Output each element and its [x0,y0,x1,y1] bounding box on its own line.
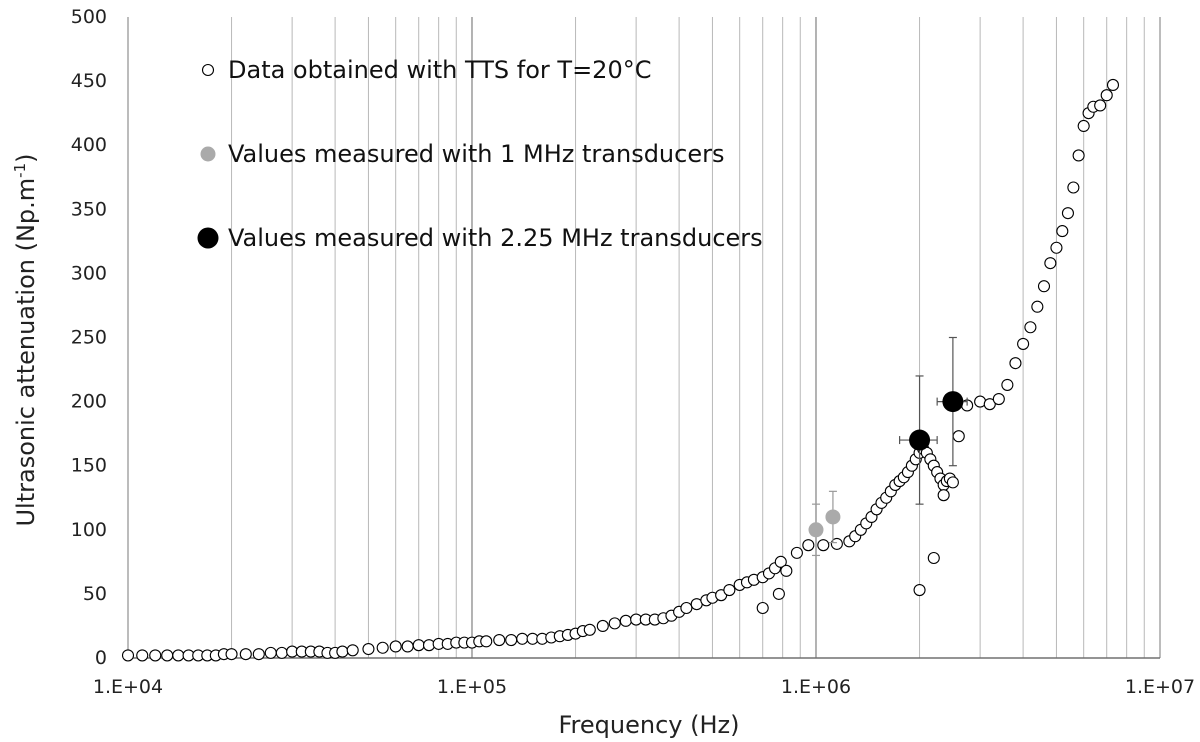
data-points [121,78,1120,662]
tts-data-point [952,430,965,443]
tts-data-point [136,649,149,662]
legend-label: Data obtained with TTS for T=20°C [228,56,651,84]
one-mhz-data-point [825,509,841,525]
tts-data-point [412,639,425,652]
tts-data-point [264,646,277,659]
y-axis-title-main: Ultrasonic attenuation (Np.m [12,178,40,527]
tts-data-point [480,635,493,648]
y-tick-label: 200 [71,391,107,413]
tts-data-point [596,619,609,633]
tts-data-point [401,640,414,653]
tts-data-point [723,584,736,597]
y-tick-label: 300 [71,262,107,284]
x-tick-label: 1.E+05 [437,676,507,698]
x-tick-label: 1.E+07 [1125,676,1195,698]
y-tick-label: 50 [83,583,107,605]
tts-data-point [817,539,830,552]
legend-marker-two-mhz [197,227,219,249]
tts-data-point [225,648,238,661]
tts-data-point [362,642,375,656]
tts-data-point [913,584,926,597]
tts-data-point [516,632,529,645]
two-mhz-data-point [942,391,964,413]
tts-data-point [252,648,265,661]
legend-marker-tts [201,63,215,77]
tts-data-point [772,587,785,600]
tts-data-point [376,641,389,654]
tts-data-point [493,634,506,647]
tts-data-point [774,555,787,568]
tts-data-point [790,546,803,559]
legend-label: Values measured with 2.25 MHz transducer… [228,224,763,252]
tts-data-point [1100,89,1113,102]
tts-data-point [680,601,693,615]
tts-data-point [121,649,135,662]
tts-data-point [1056,225,1069,238]
tts-data-point [1037,280,1051,293]
tts-data-point [1017,337,1030,350]
x-tick-label: 1.E+04 [93,676,163,698]
y-axis-title-end: ) [12,153,40,162]
one-mhz-data-point [808,522,824,538]
y-tick-label: 400 [71,134,107,156]
tts-data-point [1001,378,1014,391]
y-tick-label: 450 [71,70,107,92]
legend-marker-one-mhz [200,146,216,162]
y-tick-label: 250 [71,327,107,349]
tts-data-point [992,392,1005,406]
two-mhz-data-point [909,429,931,451]
tts-data-point [161,649,174,662]
y-tick-labels: 0 50 100 150 200 250 300 350 400 450 500 [71,6,107,669]
y-tick-label: 150 [71,455,107,477]
tts-data-point [1050,241,1063,254]
tts-data-point [802,539,815,552]
tts-data-point [239,648,252,661]
y-axis-title-superscript: -1 [11,163,29,178]
tts-data-point [172,649,185,662]
tts-data-point [1031,300,1044,313]
tts-data-point [389,640,402,653]
x-tick-label: 1.E+06 [781,676,851,698]
vertical-gridlines [127,17,1161,658]
tts-data-point [1067,181,1080,194]
tts-data-point [983,398,996,411]
tts-data-point [149,649,162,662]
tts-data-point [756,601,769,615]
legend-label: Values measured with 1 MHz transducers [228,140,724,168]
tts-data-point [1024,321,1037,334]
tts-data-point [619,614,632,627]
y-tick-label: 500 [71,6,107,28]
x-axis-title: Frequency (Hz) [559,711,740,739]
tts-data-point [336,645,349,658]
y-tick-label: 100 [71,519,107,541]
tts-data-point [780,564,793,577]
y-tick-label: 350 [71,198,107,220]
tts-data-point [1094,99,1107,112]
tts-data-point [1106,78,1120,91]
y-tick-label: 0 [95,647,107,669]
tts-data-point [946,476,959,489]
tts-data-point [1061,207,1074,220]
tts-data-point [1044,257,1057,270]
tts-data-point [937,489,950,502]
tts-data-point [608,617,621,630]
tts-data-point [1009,357,1022,370]
tts-data-point [830,537,843,550]
tts-data-point [346,644,359,657]
y-axis-title: Ultrasonic attenuation (Np.m-1) [11,153,40,526]
tts-data-point [927,551,940,565]
tts-data-point [583,623,596,636]
tts-data-point [505,634,518,647]
tts-data-point [1072,149,1085,162]
x-tick-labels: 1.E+04 1.E+05 1.E+06 1.E+07 [93,676,1195,698]
tts-data-point [275,646,288,659]
legend: Data obtained with TTS for T=20°C Values … [197,56,763,252]
tts-data-point [1077,119,1090,133]
